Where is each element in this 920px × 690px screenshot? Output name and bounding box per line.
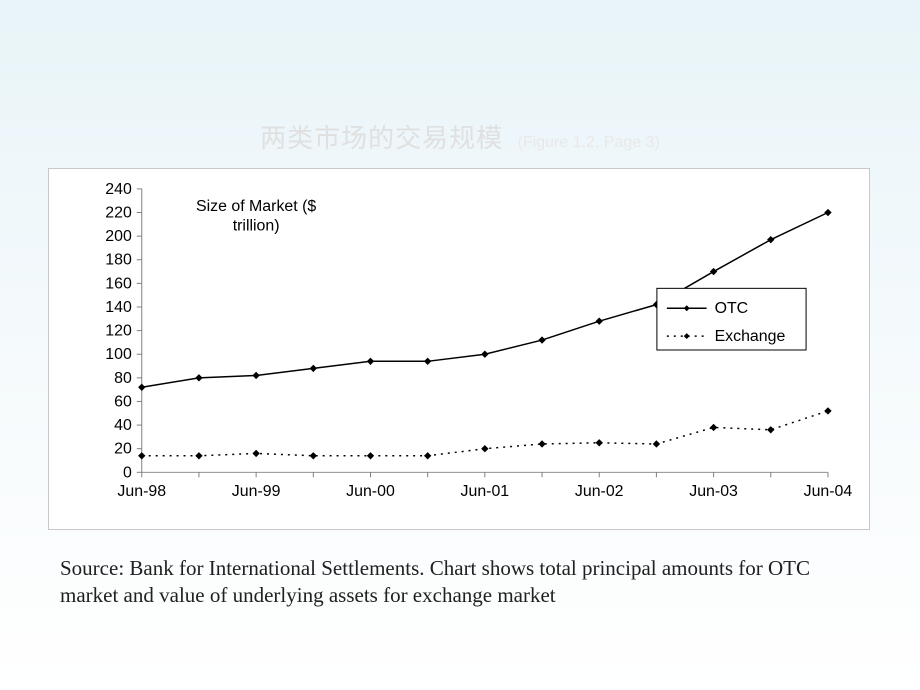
y-tick-label: 60 (114, 393, 132, 410)
series-marker-exchange (310, 453, 316, 459)
series-marker-otc (768, 237, 774, 243)
line-chart: 0 20 40 60 80 100 120 140 160 180 200 220 240 Jun-98 J… (49, 169, 869, 529)
series-marker-otc (310, 365, 316, 371)
series-marker-exchange (653, 441, 659, 447)
series-marker-otc (825, 210, 831, 216)
x-tick-label: Jun-04 (804, 483, 853, 500)
series-marker-exchange (196, 453, 202, 459)
x-tick-label: Jun-02 (575, 483, 624, 500)
series-marker-otc (539, 337, 545, 343)
x-tick-label: Jun-98 (117, 483, 166, 500)
legend-label-otc: OTC (715, 300, 749, 317)
y-tick-label: 160 (105, 275, 132, 292)
legend-label-exchange: Exchange (715, 328, 786, 345)
series-marker-exchange (482, 446, 488, 452)
series-marker-otc (711, 269, 717, 275)
series-marker-exchange (539, 441, 545, 447)
title-main: 两类市场的交易规模 (260, 123, 503, 153)
series-marker-otc (482, 351, 488, 357)
y-tick-label: 20 (114, 441, 132, 458)
series-marker-otc (139, 384, 145, 390)
y-tick-label: 140 (105, 299, 132, 316)
series-marker-otc (368, 358, 374, 364)
y-tick-label: 100 (105, 346, 132, 363)
series-marker-exchange (825, 408, 831, 414)
y-tick-label: 120 (105, 323, 132, 340)
x-tick-label: Jun-01 (461, 483, 510, 500)
source-caption: Source: Bank for International Settlemen… (60, 555, 870, 610)
series-marker-otc (196, 375, 202, 381)
series-marker-exchange (596, 440, 602, 446)
y-tick-label: 220 (105, 204, 132, 221)
y-tick-label: 0 (123, 464, 132, 481)
series-marker-exchange (425, 453, 431, 459)
chart-container: 0 20 40 60 80 100 120 140 160 180 200 220 240 Jun-98 J… (48, 168, 870, 530)
chart-size-label-line2: trillion) (233, 218, 280, 235)
series-marker-otc (253, 372, 259, 378)
title-sub: (Figure 1.2, Page 3) (518, 134, 660, 151)
series-marker-otc (596, 318, 602, 324)
series-marker-exchange (368, 453, 374, 459)
series-marker-exchange (768, 427, 774, 433)
series-marker-exchange (253, 450, 259, 456)
y-tick-label: 200 (105, 228, 132, 245)
x-tick-label: Jun-00 (346, 483, 395, 500)
y-tick-label: 40 (114, 417, 132, 434)
x-tick-label: Jun-03 (689, 483, 738, 500)
y-tick-label: 240 (105, 181, 132, 198)
slide-title: 两类市场的交易规模 (Figure 1.2, Page 3) (0, 118, 920, 155)
series-marker-otc (425, 358, 431, 364)
y-tick-label: 80 (114, 370, 132, 387)
y-tick-label: 180 (105, 252, 132, 269)
chart-size-label-line1: Size of Market ($ (196, 198, 316, 215)
series-marker-exchange (711, 424, 717, 430)
series-marker-exchange (139, 453, 145, 459)
x-tick-label: Jun-99 (232, 483, 281, 500)
